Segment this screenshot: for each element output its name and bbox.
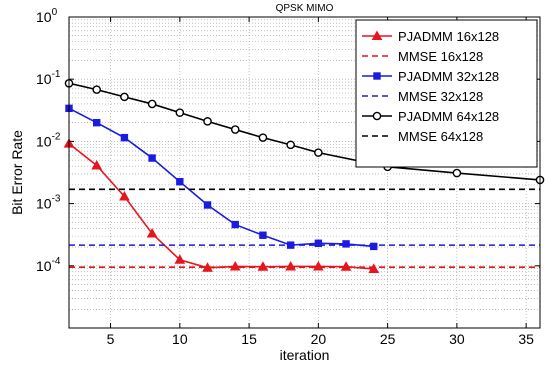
legend-box <box>355 19 538 168</box>
data-point-circle <box>203 117 212 126</box>
y-tick-label: 100 <box>36 7 58 25</box>
legend-label: MMSE 16x128 <box>398 49 483 64</box>
data-point-triangle <box>368 263 380 273</box>
axes-frame <box>68 16 541 329</box>
data-point-circle <box>175 108 185 117</box>
data-point-circle <box>286 140 295 150</box>
ticks: 5 10 15 20 25 30 35 10-4 10-3 10-2 10-1 100 <box>36 7 540 347</box>
x-tick-label: 25 <box>380 331 396 347</box>
data-point-triangle <box>340 261 352 271</box>
x-tick-label: 30 <box>449 331 465 347</box>
data-point-triangle <box>119 190 130 201</box>
legend-label: MMSE 32x128 <box>398 89 483 104</box>
data-point-circle <box>230 125 240 134</box>
y-tick-label: 10-2 <box>36 131 61 149</box>
data-point-triangle <box>91 159 103 170</box>
data-point-triangle <box>257 261 269 271</box>
data-point-triangle <box>146 228 158 238</box>
x-tick-label: 15 <box>241 331 257 347</box>
grid <box>69 17 540 328</box>
legend-label: PJADMM 64x128 <box>398 109 499 124</box>
data-point-square <box>314 239 323 248</box>
data-point-square <box>342 240 350 248</box>
legend-label: PJADMM 32x128 <box>398 69 499 84</box>
x-tick-label: 10 <box>172 331 188 347</box>
data-point-square <box>259 231 267 239</box>
data-point-circle <box>452 168 462 178</box>
data-point-square <box>231 220 239 229</box>
legend-label: MMSE 64x128 <box>398 129 483 144</box>
data-point-circle <box>92 85 102 94</box>
data-point-square <box>148 154 156 162</box>
legend-label: PJADMM 16x128 <box>398 29 499 44</box>
data-point-circle <box>120 92 129 102</box>
y-axis-label: Bit Error Rate <box>9 130 25 215</box>
plot-area <box>63 78 545 273</box>
legend: PJADMM 16x128 MMSE 16x128 PJADMM 32x128 MMS… <box>355 19 538 168</box>
x-axis-label: iteration <box>280 347 330 363</box>
y-tick-label: 10-3 <box>36 194 61 212</box>
data-point-square <box>370 242 378 251</box>
chart-title: QPSK MIMO <box>276 3 334 14</box>
data-point-square <box>373 72 381 80</box>
y-tick-label: 10-1 <box>36 69 61 87</box>
x-tick-label: 20 <box>311 331 327 347</box>
data-point-circle <box>147 99 157 109</box>
y-tick-label: 10-4 <box>36 256 61 274</box>
x-tick-label: 5 <box>107 331 115 347</box>
data-point-square <box>93 118 101 127</box>
data-point-square <box>120 133 129 142</box>
data-point-triangle <box>371 30 383 40</box>
series-line <box>68 107 374 248</box>
data-point-circle <box>314 148 323 157</box>
data-point-circle <box>372 111 382 121</box>
data-point-circle <box>258 133 268 142</box>
data-point-square <box>203 201 212 209</box>
data-point-triangle <box>174 254 186 264</box>
x-tick-label: 35 <box>518 331 534 347</box>
data-point-square <box>176 177 184 186</box>
